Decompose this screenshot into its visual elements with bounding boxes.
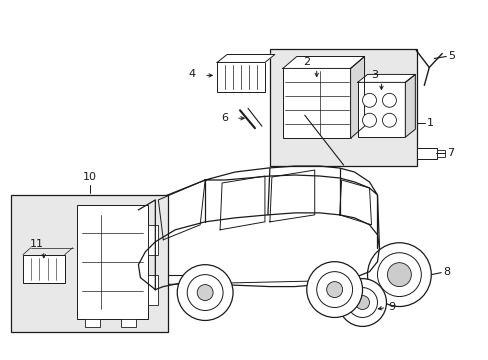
Text: 9: 9 bbox=[387, 302, 395, 311]
Circle shape bbox=[347, 288, 377, 318]
Bar bbox=[148, 225, 158, 255]
Polygon shape bbox=[282, 57, 364, 68]
Circle shape bbox=[316, 272, 352, 307]
Bar bbox=[416, 148, 436, 159]
Circle shape bbox=[326, 282, 342, 298]
Text: 7: 7 bbox=[447, 148, 453, 158]
Text: 8: 8 bbox=[442, 267, 449, 276]
Circle shape bbox=[386, 263, 410, 287]
Circle shape bbox=[362, 93, 376, 107]
Bar bbox=[269, 49, 416, 166]
Circle shape bbox=[338, 279, 386, 327]
Bar bbox=[121, 319, 136, 328]
Circle shape bbox=[197, 285, 213, 301]
Polygon shape bbox=[405, 75, 414, 137]
Bar bbox=[84, 319, 100, 328]
Circle shape bbox=[362, 113, 376, 127]
Circle shape bbox=[382, 113, 396, 127]
Polygon shape bbox=[217, 54, 274, 62]
Circle shape bbox=[382, 93, 396, 107]
Circle shape bbox=[177, 265, 233, 320]
Circle shape bbox=[377, 253, 421, 297]
Circle shape bbox=[355, 296, 369, 310]
Bar bbox=[23, 255, 64, 283]
Circle shape bbox=[306, 262, 362, 318]
Text: 5: 5 bbox=[447, 51, 454, 62]
Text: 4: 4 bbox=[188, 69, 195, 80]
Bar bbox=[436, 150, 444, 157]
Bar bbox=[357, 82, 405, 137]
Text: 11: 11 bbox=[30, 239, 44, 249]
Text: 3: 3 bbox=[370, 71, 377, 80]
Bar bbox=[11, 195, 168, 332]
Bar bbox=[77, 205, 148, 319]
Polygon shape bbox=[350, 57, 364, 138]
Bar bbox=[148, 275, 158, 305]
Circle shape bbox=[187, 275, 223, 310]
Polygon shape bbox=[357, 75, 414, 82]
Bar bbox=[217, 62, 264, 92]
Bar bbox=[282, 68, 350, 138]
Text: 2: 2 bbox=[303, 58, 310, 67]
Circle shape bbox=[367, 243, 430, 306]
Text: 1: 1 bbox=[427, 118, 433, 128]
Text: 10: 10 bbox=[82, 172, 97, 182]
Text: 6: 6 bbox=[221, 113, 227, 123]
